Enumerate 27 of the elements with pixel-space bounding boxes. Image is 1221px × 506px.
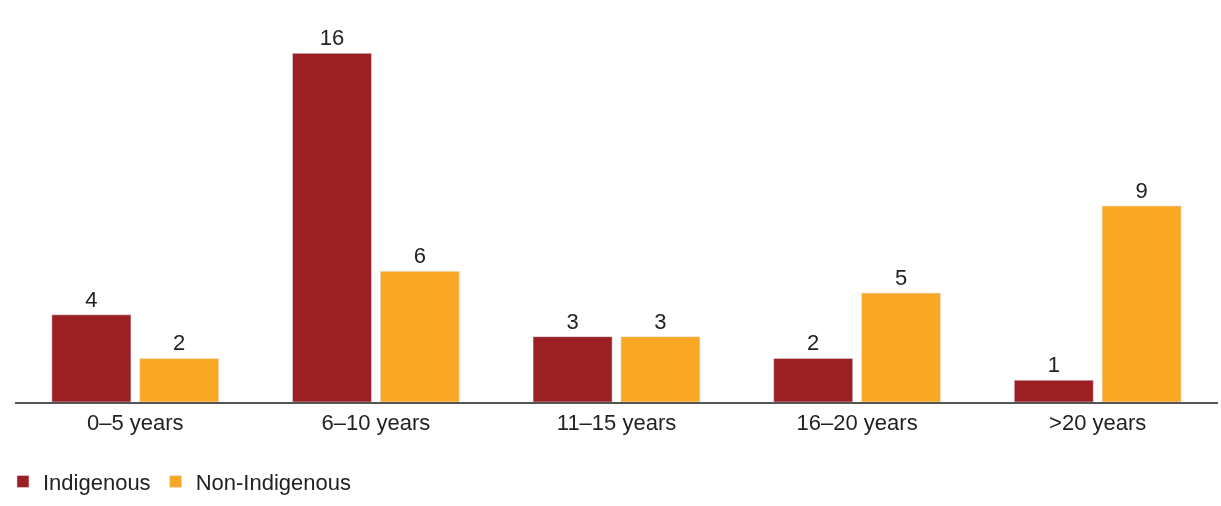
- legend-label: Non-Indigenous: [195, 470, 351, 496]
- data-label: 1: [1047, 352, 1060, 378]
- x-tick-label: 0–5 years: [86, 410, 184, 436]
- bar: [620, 336, 701, 402]
- data-label: 3: [566, 308, 579, 334]
- bar: [1101, 205, 1182, 402]
- bar: [1014, 379, 1094, 402]
- x-tick-label: 16–20 years: [796, 410, 918, 436]
- bar: [380, 271, 460, 402]
- bar: [861, 292, 941, 402]
- data-label: 16: [319, 25, 345, 51]
- legend-label: Indigenous: [42, 470, 151, 496]
- data-label: 5: [894, 265, 908, 291]
- data-label: 6: [413, 243, 426, 269]
- bar: [532, 336, 613, 402]
- data-label: 9: [1135, 177, 1148, 203]
- x-tick-label: 6–10 years: [321, 410, 431, 436]
- data-label: 4: [85, 286, 98, 312]
- bar: [51, 314, 132, 402]
- bar: [292, 53, 372, 402]
- data-label: 3: [654, 308, 667, 334]
- x-tick-label: >20 years: [1049, 410, 1147, 436]
- data-label: 2: [173, 330, 186, 356]
- data-label: 2: [807, 330, 820, 356]
- bar: [139, 358, 219, 402]
- x-tick-label: 11–15 years: [556, 410, 677, 436]
- bar: [773, 358, 853, 402]
